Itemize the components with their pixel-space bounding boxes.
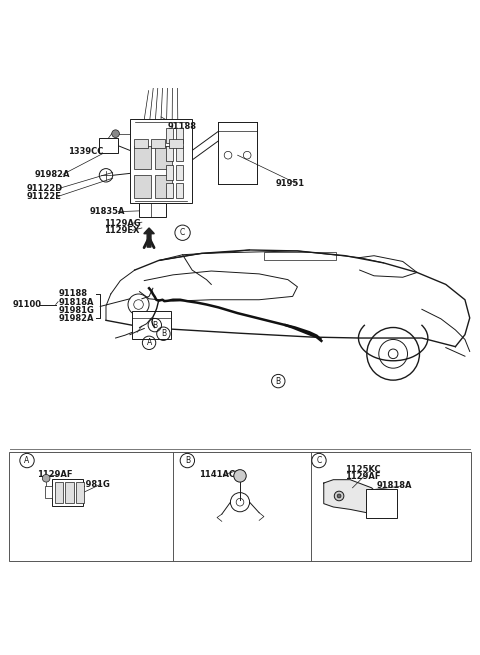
Text: 91835A: 91835A	[89, 207, 125, 216]
Bar	[176, 128, 183, 143]
Text: B: B	[152, 320, 157, 329]
Text: B: B	[185, 456, 190, 465]
Bar	[166, 128, 173, 143]
Text: 1129AF: 1129AF	[36, 470, 72, 479]
Bar	[134, 175, 151, 198]
Text: 91188: 91188	[58, 290, 87, 299]
Text: 91188: 91188	[168, 122, 197, 131]
Circle shape	[42, 474, 50, 482]
Circle shape	[337, 494, 341, 498]
Bar	[134, 139, 148, 148]
Bar	[130, 119, 192, 203]
Bar	[166, 146, 173, 161]
Bar	[134, 145, 151, 169]
Text: 91122E: 91122E	[27, 192, 62, 201]
Bar	[155, 175, 172, 198]
Text: 91818A: 91818A	[58, 297, 94, 307]
Bar	[166, 164, 173, 179]
Bar	[132, 310, 170, 339]
Text: A: A	[146, 339, 152, 347]
Bar	[151, 139, 166, 148]
Bar	[176, 183, 183, 198]
FancyArrow shape	[144, 228, 155, 247]
Text: 91122D: 91122D	[27, 184, 63, 193]
Text: 91981G: 91981G	[58, 306, 94, 315]
Bar	[166, 183, 173, 198]
Text: C: C	[180, 228, 185, 237]
Text: 1129AF: 1129AF	[345, 472, 381, 481]
Bar	[55, 481, 63, 503]
Bar	[75, 481, 84, 503]
Text: 1141AC: 1141AC	[199, 470, 236, 479]
Bar	[168, 139, 183, 148]
Text: 1125KC: 1125KC	[345, 465, 381, 474]
Bar	[176, 146, 183, 161]
Text: 91981G: 91981G	[75, 479, 111, 489]
Text: 91951: 91951	[276, 179, 305, 189]
Circle shape	[112, 130, 120, 138]
Text: 1339CC: 1339CC	[68, 147, 103, 156]
Circle shape	[334, 491, 344, 501]
Text: B: B	[276, 377, 281, 386]
Bar	[65, 481, 73, 503]
Text: 91818A: 91818A	[376, 481, 412, 490]
Text: 91982A: 91982A	[58, 314, 94, 323]
Text: 91982A: 91982A	[34, 170, 70, 179]
Text: B: B	[161, 329, 166, 338]
Bar	[45, 487, 52, 498]
Bar	[9, 452, 471, 561]
Text: 1129AG: 1129AG	[104, 219, 140, 228]
Bar	[366, 489, 397, 518]
Bar	[155, 145, 172, 169]
Bar	[264, 252, 336, 261]
Circle shape	[234, 470, 246, 482]
Bar	[99, 138, 118, 153]
Text: C: C	[316, 456, 322, 465]
Text: A: A	[24, 456, 30, 465]
Polygon shape	[324, 479, 379, 514]
Text: 1129EX: 1129EX	[104, 226, 139, 235]
Bar	[140, 203, 166, 217]
Text: 91100: 91100	[12, 300, 42, 309]
Bar	[176, 164, 183, 179]
Bar	[52, 479, 84, 506]
